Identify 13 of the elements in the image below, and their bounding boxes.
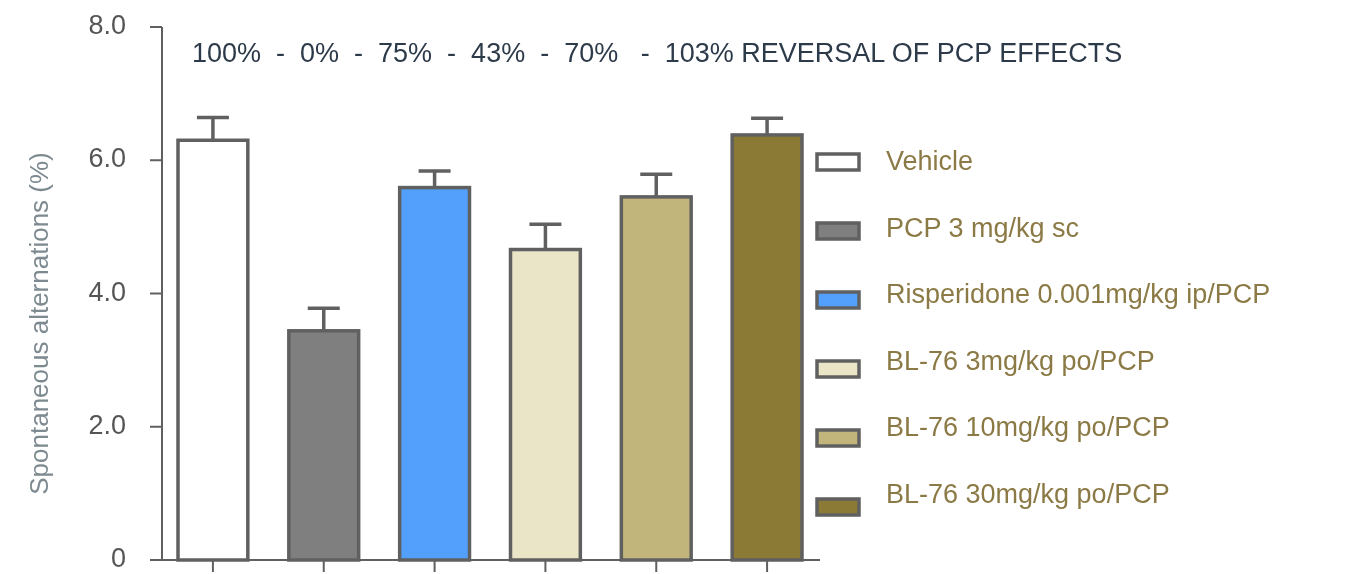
y-axis-title: Spontaneous alternations (%) bbox=[24, 152, 54, 495]
y-tick-label: 0 bbox=[110, 543, 126, 574]
annotation: 100% - 0% - 75% - 43% - 70% - 103% REVERSAL OF PCP EFFECTS bbox=[192, 38, 1123, 68]
legend-label: BL-76 3mg/kg po/PCP bbox=[886, 345, 1155, 376]
y-tick-label: 8.0 bbox=[88, 10, 126, 41]
legend-label: PCP 3 mg/kg sc bbox=[886, 212, 1080, 243]
y-tick-label: 6.0 bbox=[88, 143, 126, 174]
legend-label: Vehicle bbox=[886, 146, 974, 177]
legend-label: BL-76 10mg/kg po/PCP bbox=[886, 412, 1170, 443]
y-tick-label: 2.0 bbox=[88, 409, 126, 440]
y-tick-label: 4.0 bbox=[88, 276, 126, 307]
legend-label: Risperidone 0.001mg/kg ip/PCP bbox=[886, 279, 1271, 310]
legend-label: BL-76 30mg/kg po/PCP bbox=[886, 478, 1170, 509]
